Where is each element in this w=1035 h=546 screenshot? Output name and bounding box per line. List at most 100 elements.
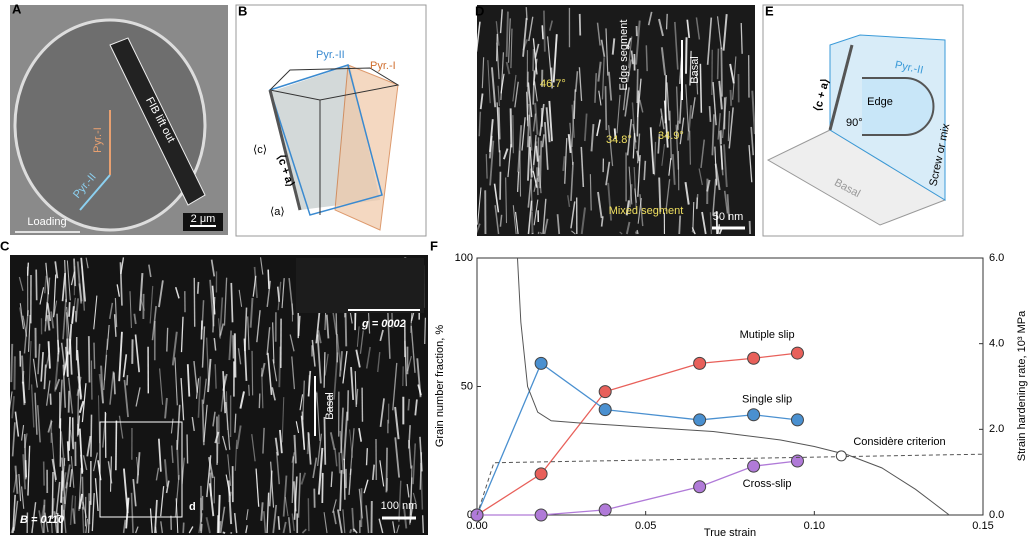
y2-tick-label: 4.0 [989, 338, 1004, 350]
dislocation [89, 336, 90, 382]
dislocation [249, 385, 250, 396]
point [748, 409, 760, 421]
dislocation [679, 216, 680, 234]
annotation: g = 0002 [361, 318, 406, 330]
series-line [477, 353, 797, 515]
dislocation [367, 448, 368, 465]
annotation: 50 nm [713, 211, 744, 223]
point [599, 404, 611, 416]
dislocation [339, 452, 340, 473]
dislocation [198, 282, 199, 294]
dislocation [187, 434, 188, 463]
dislocation [11, 344, 12, 382]
annotation: Loading [27, 216, 66, 228]
dislocation [69, 417, 70, 451]
plot-frame [477, 258, 983, 515]
dislocation [665, 75, 666, 123]
annotation: 34.8° [606, 134, 632, 146]
dislocation [686, 37, 687, 73]
point [791, 414, 803, 426]
dislocation [544, 11, 545, 52]
point [694, 481, 706, 493]
annotation: 46.7° [540, 78, 566, 90]
point [694, 357, 706, 369]
dislocation [637, 91, 638, 137]
y-axis-label: Grain number fraction, % [434, 325, 446, 447]
annotation: 2 μm [191, 213, 216, 225]
dislocation [324, 417, 325, 465]
annotation: ⟨a⟩ [270, 206, 285, 218]
series-line [477, 454, 983, 515]
dislocation [167, 328, 168, 352]
y-tick-label: 50 [461, 380, 473, 392]
point [599, 386, 611, 398]
dislocation [278, 516, 279, 530]
dislocation [69, 302, 70, 317]
y2-axis-label: Strain hardening rate, 10³ MPa [1016, 310, 1028, 461]
y2-tick-label: 6.0 [989, 252, 1004, 264]
series-line [477, 363, 797, 515]
dislocation [637, 230, 638, 234]
dislocation [507, 12, 508, 57]
y-tick-label: 100 [455, 252, 473, 264]
x-tick-label: 0.00 [466, 520, 487, 532]
dislocation [252, 351, 253, 395]
dislocation [646, 45, 647, 71]
dislocation [606, 86, 607, 130]
dislocation [690, 131, 691, 165]
dislocation [114, 372, 115, 394]
x-tick-label: 0.05 [635, 520, 656, 532]
dislocation [644, 161, 645, 180]
dislocation [348, 390, 349, 420]
dislocation [26, 460, 27, 477]
dislocation [261, 502, 262, 520]
annotation: Pyr.-I [92, 127, 104, 153]
dislocation [223, 532, 225, 533]
annotation: Basal [689, 56, 701, 84]
dislocation [279, 347, 280, 388]
dislocation [636, 231, 637, 234]
dislocation [408, 399, 409, 410]
dislocation [540, 141, 541, 188]
dislocation [294, 435, 295, 463]
point [535, 468, 547, 480]
dislocation [425, 318, 426, 344]
dislocation [23, 371, 24, 383]
y2-tick-label: 0.0 [989, 509, 1004, 521]
annotation: Basal [324, 392, 336, 420]
panel-label: C [0, 238, 10, 253]
series-label: Single slip [742, 393, 792, 405]
dislocation [486, 154, 487, 179]
diffraction-inset [296, 258, 424, 313]
series-line [517, 258, 949, 515]
x-tick-label: 0.15 [972, 520, 993, 532]
dislocation [721, 48, 722, 97]
point [748, 460, 760, 472]
panel-label: B [238, 3, 247, 18]
x-tick-label: 0.10 [804, 520, 825, 532]
dislocation [423, 515, 424, 533]
dislocation [127, 375, 128, 385]
dislocation [710, 106, 711, 122]
dislocation [542, 25, 543, 39]
dislocation [235, 333, 236, 377]
dislocation [91, 415, 92, 457]
dislocation [68, 441, 69, 461]
dislocation [346, 312, 347, 347]
dislocation [201, 320, 202, 339]
point [791, 347, 803, 359]
dislocation [50, 394, 51, 405]
dislocation [116, 421, 117, 471]
x-axis-label: True strain [704, 527, 756, 539]
annotation: Pyr.-II [316, 49, 345, 61]
annotation: Edge [867, 96, 893, 108]
annotation: Edge segment [618, 20, 630, 91]
panel-label: D [475, 3, 484, 18]
dislocation [731, 90, 732, 106]
dislocation [183, 523, 184, 533]
dislocation [344, 459, 345, 500]
point [599, 504, 611, 516]
annotation: B = 011̄0 [20, 514, 65, 526]
dislocation [580, 14, 581, 36]
